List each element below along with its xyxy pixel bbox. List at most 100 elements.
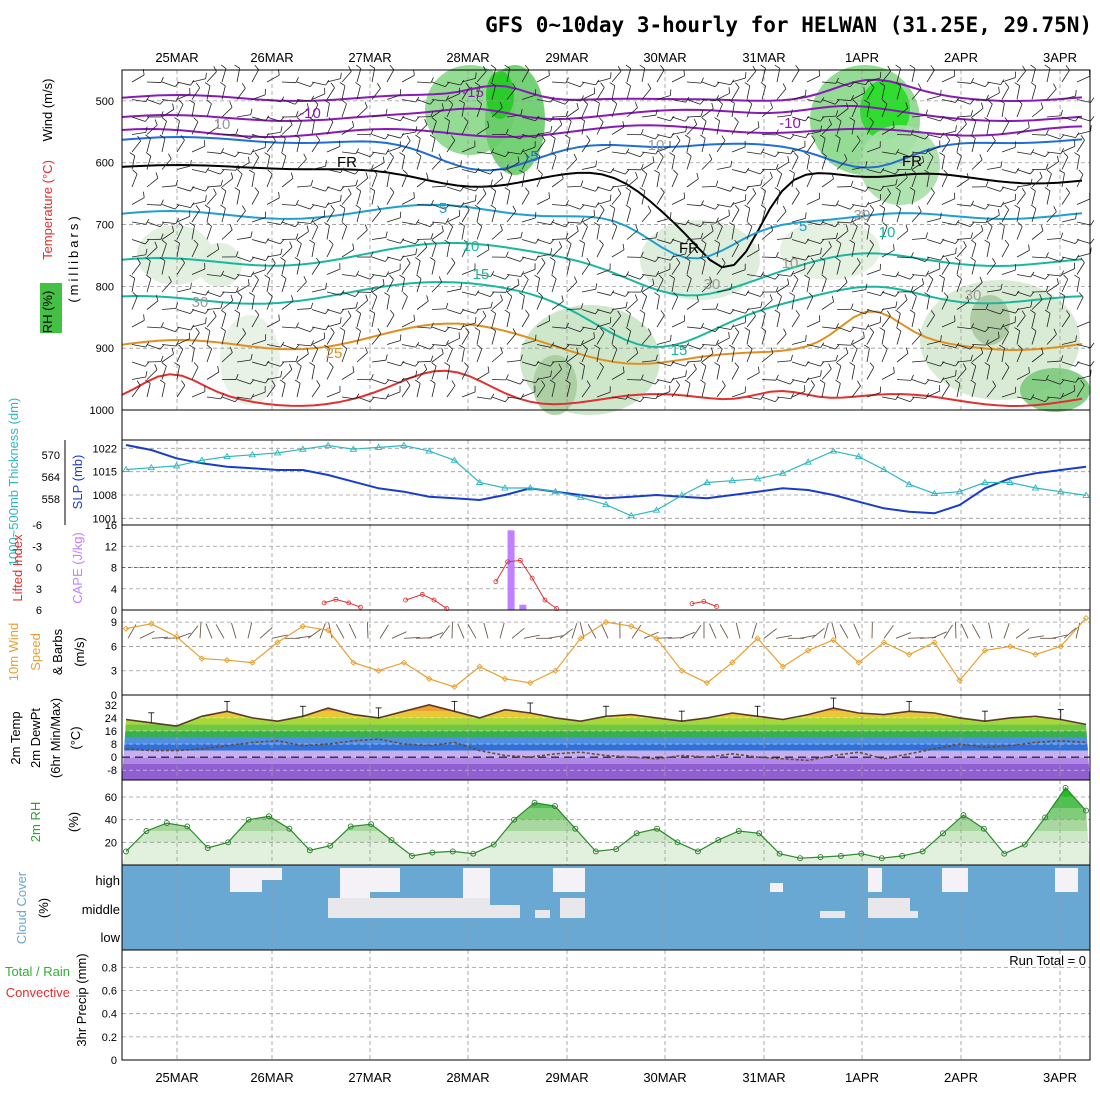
cloud-middle xyxy=(328,898,490,918)
surface-wind-barb xyxy=(579,622,585,639)
wind-ytick: 3 xyxy=(111,666,117,678)
wind-barb xyxy=(594,99,600,118)
wind-barb xyxy=(1059,292,1065,310)
rh-marker xyxy=(1062,784,1069,791)
wind-barb xyxy=(206,188,217,205)
wind-barb xyxy=(280,379,286,398)
wind-barb xyxy=(701,180,719,188)
contour-label: FR xyxy=(679,240,699,257)
contour-label: 5 xyxy=(799,218,807,235)
wind-speed-marker xyxy=(981,647,989,654)
wind-barb xyxy=(281,241,293,258)
wind-barb xyxy=(145,274,152,293)
wind-barb xyxy=(311,160,327,170)
wind-barb xyxy=(611,179,628,188)
wind-barb xyxy=(926,187,935,205)
rh-marker xyxy=(572,825,579,832)
wind-barb xyxy=(326,263,341,275)
wind-barb xyxy=(686,241,697,258)
wind-barb xyxy=(836,303,854,310)
wind-barb xyxy=(761,102,773,118)
li-marker xyxy=(517,558,523,563)
wind-barb xyxy=(131,314,145,328)
rh-marker xyxy=(980,825,987,832)
wind-barb xyxy=(956,221,975,228)
thickness-marker xyxy=(677,491,686,498)
wind-barb xyxy=(416,152,422,170)
wind-barb xyxy=(1046,355,1064,363)
wind-barb xyxy=(566,339,584,346)
wind-barb xyxy=(506,292,513,310)
wind-barb xyxy=(551,322,569,329)
wind-barb xyxy=(161,204,180,210)
contour-25 xyxy=(121,310,1083,365)
wind-barb xyxy=(174,362,180,380)
wind-barb xyxy=(746,310,756,328)
wind-barb xyxy=(264,152,271,170)
wind-barb xyxy=(836,217,854,224)
rh-marker xyxy=(960,812,967,819)
wind-barb xyxy=(146,322,164,329)
wind-barb xyxy=(686,355,704,363)
wind-barb xyxy=(896,274,915,280)
wind-barb xyxy=(1061,254,1080,261)
wind-barb xyxy=(506,205,517,223)
wind-barb xyxy=(146,99,165,105)
wind-barb xyxy=(461,263,476,275)
wind-barb xyxy=(386,238,405,244)
wind-barb xyxy=(490,204,496,223)
wind-barb xyxy=(1061,310,1071,328)
wind-barb xyxy=(1076,247,1092,258)
wind-barb xyxy=(986,283,1003,293)
wind-barb xyxy=(341,393,360,400)
wind-barb xyxy=(776,379,795,385)
wind-barb xyxy=(161,153,172,170)
wind-barb xyxy=(971,180,989,188)
wind-barb xyxy=(326,167,345,174)
wind-barb xyxy=(746,271,765,278)
wind-barb xyxy=(161,362,167,380)
wind-barb xyxy=(1031,102,1044,118)
wind-barb xyxy=(611,344,618,363)
wind-barb xyxy=(431,347,444,363)
wind-barb xyxy=(776,148,795,155)
wind-barb xyxy=(776,109,793,118)
wind-barb xyxy=(401,292,408,310)
wind-barb xyxy=(791,385,806,398)
rh-marker xyxy=(286,825,293,832)
wind-barb xyxy=(836,180,854,188)
wind-barb xyxy=(971,154,983,170)
wind-barb xyxy=(281,221,300,228)
contour-label: -10 xyxy=(779,115,801,132)
wind-barb xyxy=(280,152,287,170)
wind-barb xyxy=(416,77,434,84)
wind-barb xyxy=(536,361,555,367)
thickness-marker xyxy=(955,487,964,495)
wind-barb xyxy=(386,115,405,122)
wind-barb xyxy=(835,239,842,258)
wind-barb xyxy=(806,69,821,83)
wind-barb xyxy=(536,257,546,275)
wind-barb xyxy=(491,101,503,118)
wind-barb xyxy=(686,232,704,240)
surface-wind-barb xyxy=(231,622,237,639)
thickness-marker xyxy=(349,445,358,452)
temp-line xyxy=(125,703,1087,727)
wind-barb xyxy=(671,169,678,188)
wind-barb xyxy=(251,360,270,367)
wind-barb xyxy=(611,366,625,380)
wind-barb xyxy=(551,77,569,84)
wind-barb xyxy=(761,396,780,403)
wind-barb xyxy=(1016,188,1026,205)
wind-barb xyxy=(626,347,639,363)
wind-barb xyxy=(596,263,611,275)
wind-barb xyxy=(1061,274,1069,293)
thickness-marker xyxy=(147,463,156,471)
wind-barb xyxy=(1016,244,1030,258)
wind-barb xyxy=(866,327,875,345)
cape-ytick: 0 xyxy=(111,605,117,617)
date-label-bottom: 25MAR xyxy=(155,1070,198,1085)
wind-barb xyxy=(521,115,540,122)
wind-barb xyxy=(881,366,895,380)
